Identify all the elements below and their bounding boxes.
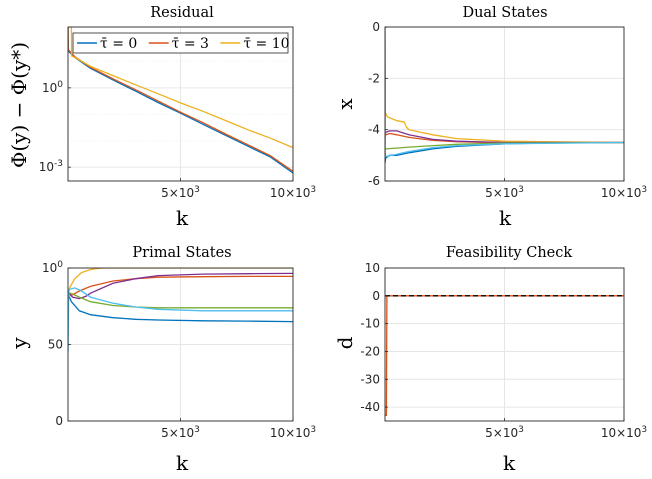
y-tick-label: 0 bbox=[372, 20, 380, 34]
series-line-2 bbox=[68, 275, 293, 297]
title-feasibility-check: Feasibility Check bbox=[446, 245, 573, 261]
legend-label-3: τ̄ = 3 bbox=[172, 36, 209, 52]
y-tick-label: -40 bbox=[360, 400, 380, 414]
series-line-6 bbox=[68, 287, 293, 353]
y-tick-label: -4 bbox=[368, 123, 380, 137]
ylabel-primal-states: y bbox=[7, 337, 31, 350]
title-primal-states: Primal States bbox=[132, 245, 231, 261]
series-line-10 bbox=[68, 27, 293, 149]
x-tick-label: 5×103 bbox=[485, 425, 524, 440]
ylabel-residual: Φ(y) − Φ(y*) bbox=[7, 42, 31, 168]
legend-label-0: τ̄ = 0 bbox=[100, 36, 137, 52]
xlabel-primal-states: k bbox=[176, 451, 189, 475]
y-tick-label: 0 bbox=[372, 289, 380, 303]
panel-dual-states: Dual States k x bbox=[333, 5, 548, 230]
ylabel-feasibility-check: d bbox=[333, 336, 357, 349]
series-group bbox=[68, 27, 293, 174]
x-tick-label: 5×103 bbox=[485, 185, 524, 200]
y-tick-label: -6 bbox=[368, 174, 380, 188]
series-group bbox=[68, 268, 293, 353]
panel-residual: Residual k Φ(y) − Φ(y*) bbox=[7, 5, 214, 230]
plot-residual: 5×103 10×103 100 10-3 τ̄ = 0 τ̄ = 3 τ̄ = 10 bbox=[39, 26, 316, 200]
y-tick-label: 100 bbox=[42, 260, 63, 275]
series-line-1 bbox=[68, 293, 293, 323]
x-tick-label: 10×103 bbox=[601, 425, 647, 440]
series-group bbox=[385, 295, 624, 417]
x-tick-label: 10×103 bbox=[270, 425, 316, 440]
legend: τ̄ = 0 τ̄ = 3 τ̄ = 10 bbox=[72, 32, 290, 54]
y-tick-label: -30 bbox=[360, 372, 380, 386]
panel-primal-states: Primal States k y bbox=[7, 245, 232, 475]
y-tick-label: 100 bbox=[42, 80, 63, 95]
title-residual: Residual bbox=[150, 5, 214, 21]
series-line-4 bbox=[385, 130, 624, 144]
series-line-5 bbox=[385, 141, 624, 151]
y-tick-label: 10-3 bbox=[39, 159, 63, 174]
title-dual-states: Dual States bbox=[462, 5, 547, 21]
x-tick-label: 5×103 bbox=[161, 425, 200, 440]
xlabel-feasibility-check: k bbox=[503, 451, 516, 475]
y-tick-label: -2 bbox=[368, 71, 380, 85]
series-line-5 bbox=[68, 291, 293, 309]
plot-feasibility-check: 5×103 10×103 10 0 -10 -20 -30 -40 bbox=[360, 261, 647, 440]
legend-label-10: τ̄ = 10 bbox=[243, 36, 289, 52]
plot-primal-states: 5×103 10×103 0 50 100 bbox=[42, 260, 316, 440]
series-line-3 bbox=[68, 268, 293, 293]
ylabel-dual-states: x bbox=[333, 98, 357, 110]
x-tick-label: 10×103 bbox=[601, 185, 647, 200]
plot-dual-states: 5×103 10×103 0 -2 -4 -6 bbox=[368, 20, 647, 200]
y-tick-label: -10 bbox=[360, 317, 380, 331]
y-tick-label: 10 bbox=[365, 261, 380, 275]
x-tick-label: 5×103 bbox=[161, 185, 200, 200]
y-tick-label: -20 bbox=[360, 344, 380, 358]
series-line-3 bbox=[68, 27, 293, 172]
y-tick-label: 50 bbox=[48, 338, 63, 352]
series-line-4 bbox=[68, 272, 293, 300]
xlabel-residual: k bbox=[176, 206, 189, 230]
xlabel-dual-states: k bbox=[499, 206, 512, 230]
y-tick-label: 0 bbox=[55, 414, 63, 428]
x-tick-label: 10×103 bbox=[270, 185, 316, 200]
panel-feasibility-check: Feasibility Check k d bbox=[333, 245, 572, 475]
legend-box bbox=[72, 32, 289, 54]
